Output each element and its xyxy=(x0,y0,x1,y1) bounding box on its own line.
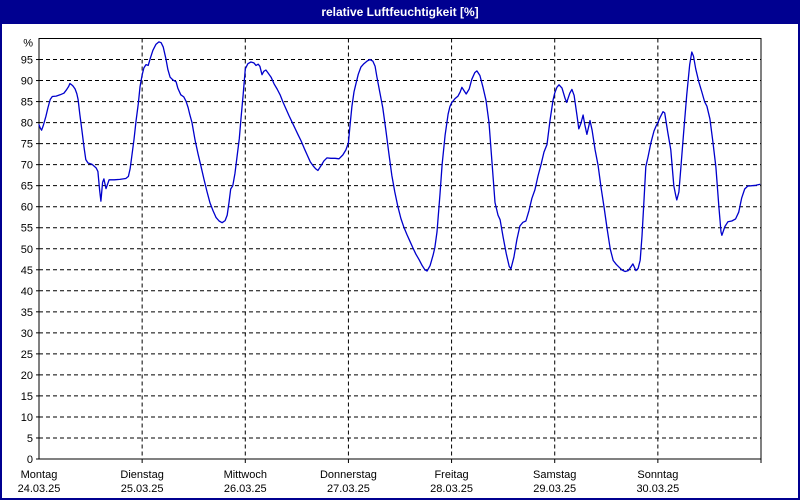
window-title: relative Luftfeuchtigkeit [%] xyxy=(321,5,479,19)
plot-background xyxy=(2,24,798,498)
title-bar: relative Luftfeuchtigkeit [%] xyxy=(0,0,800,24)
